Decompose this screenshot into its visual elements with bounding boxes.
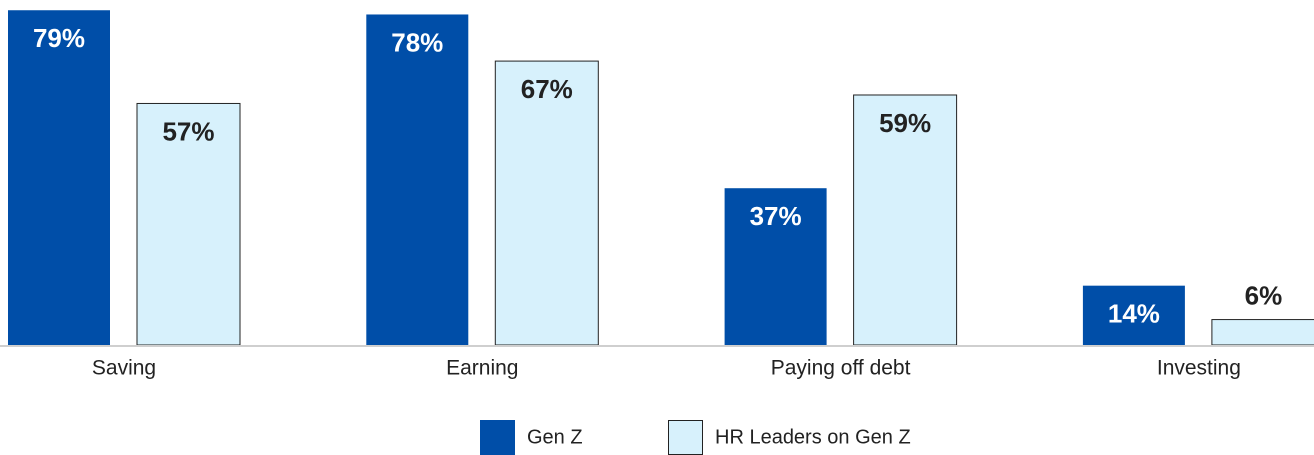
legend-swatch (480, 420, 515, 455)
value-label: 37% (750, 201, 802, 231)
x-tick-label: Earning (446, 357, 518, 380)
bar (8, 10, 110, 346)
x-tick-label: Saving (92, 357, 156, 380)
value-label: 78% (391, 27, 443, 57)
value-label: 14% (1108, 299, 1160, 329)
legend-swatch (668, 420, 703, 455)
x-tick-label: Paying off debt (771, 357, 911, 380)
bar (853, 94, 958, 346)
bar (724, 188, 827, 345)
bar (494, 60, 599, 346)
value-label: 79% (33, 23, 85, 53)
value-label: 57% (162, 116, 214, 146)
value-label: 59% (879, 108, 931, 138)
bar (136, 102, 241, 346)
bar (1082, 285, 1185, 345)
value-label: 6% (1245, 280, 1283, 310)
x-tick-label: Investing (1157, 357, 1241, 380)
legend-label: Gen Z (527, 426, 583, 448)
bar (1211, 319, 1314, 346)
value-label: 67% (521, 74, 573, 104)
legend-label: HR Leaders on Gen Z (715, 426, 911, 448)
bar (366, 14, 469, 345)
